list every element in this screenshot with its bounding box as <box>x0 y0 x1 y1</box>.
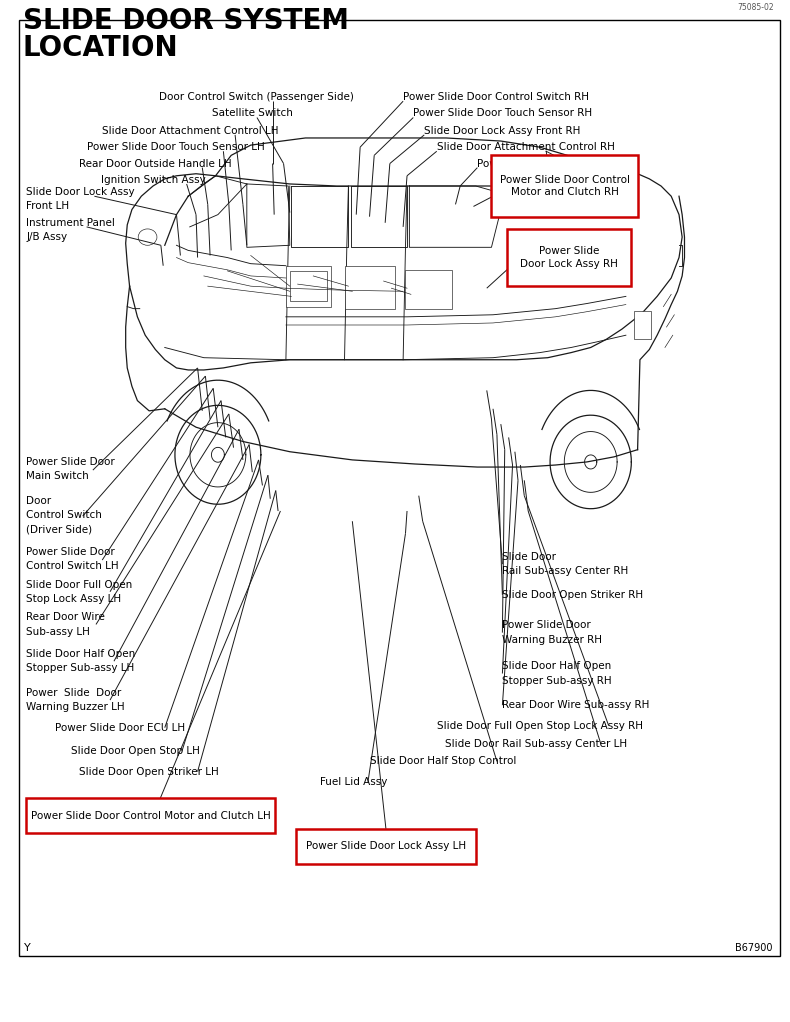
Text: Slide Door Half Stop Control: Slide Door Half Stop Control <box>370 756 516 766</box>
Text: Door: Door <box>26 496 51 506</box>
Text: Power Slide Door Control Switch RH: Power Slide Door Control Switch RH <box>403 92 589 102</box>
Bar <box>405 270 453 309</box>
Text: Slide Door Full Open: Slide Door Full Open <box>26 579 133 590</box>
Text: Y: Y <box>24 942 31 953</box>
Text: Power Slide Door Touch Sensor RH: Power Slide Door Touch Sensor RH <box>413 108 592 119</box>
Text: Rail Sub-assy Center RH: Rail Sub-assy Center RH <box>502 566 629 576</box>
Text: LOCATION: LOCATION <box>22 34 178 61</box>
Bar <box>507 229 630 286</box>
Bar <box>26 798 275 833</box>
Text: Slide Door Full Open Stop Lock Assy RH: Slide Door Full Open Stop Lock Assy RH <box>437 721 643 731</box>
Text: Fuel Lid Assy: Fuel Lid Assy <box>319 777 387 787</box>
Text: Power Slide Door Touch Sensor LH: Power Slide Door Touch Sensor LH <box>87 142 265 152</box>
Text: Slide Door Lock Assy Front RH: Slide Door Lock Assy Front RH <box>424 126 581 136</box>
Text: Slide Door: Slide Door <box>502 552 556 562</box>
Text: J/B Assy: J/B Assy <box>26 232 68 242</box>
Text: 75085-02: 75085-02 <box>738 3 774 12</box>
Text: Slide Door Open Striker RH: Slide Door Open Striker RH <box>502 590 644 600</box>
Bar <box>286 266 331 307</box>
Text: Warning Buzzer RH: Warning Buzzer RH <box>502 635 603 645</box>
Text: Power Slide Door: Power Slide Door <box>26 457 115 467</box>
Text: Power Slide
Door Lock Assy RH: Power Slide Door Lock Assy RH <box>520 246 618 269</box>
Text: Control Switch: Control Switch <box>26 510 102 520</box>
Text: Door Control Switch (Passenger Side): Door Control Switch (Passenger Side) <box>159 92 353 102</box>
Text: Rear Door Wire Sub-assy RH: Rear Door Wire Sub-assy RH <box>502 700 649 710</box>
Text: Control Switch LH: Control Switch LH <box>26 561 119 571</box>
Text: Main Switch: Main Switch <box>26 471 89 481</box>
Text: Slide Door Half Open: Slide Door Half Open <box>26 649 136 659</box>
Bar <box>296 829 476 864</box>
Text: Rear Door Outside Handle LH: Rear Door Outside Handle LH <box>79 158 231 169</box>
Text: Slide Door Attachment Control LH: Slide Door Attachment Control LH <box>102 126 279 136</box>
Bar <box>491 155 638 217</box>
Text: Ignition Switch Assy: Ignition Switch Assy <box>100 175 205 185</box>
Text: Warning Buzzer LH: Warning Buzzer LH <box>26 702 125 712</box>
Text: Power Slide Door Lock Assy LH: Power Slide Door Lock Assy LH <box>306 841 466 851</box>
Text: Front LH: Front LH <box>26 201 70 212</box>
Text: Instrument Panel: Instrument Panel <box>26 218 115 228</box>
Text: Power Slide Door Control
Motor and Clutch RH: Power Slide Door Control Motor and Clutc… <box>500 175 630 197</box>
Text: Slide Door Attachment Control RH: Slide Door Attachment Control RH <box>437 142 615 152</box>
Text: Power Slide Door Control Motor and Clutch LH: Power Slide Door Control Motor and Clutc… <box>31 810 270 821</box>
Text: Slide Door Open Striker LH: Slide Door Open Striker LH <box>79 766 219 777</box>
Text: Slide Door Lock Assy: Slide Door Lock Assy <box>26 187 135 197</box>
Text: Power Slide Door: Power Slide Door <box>26 547 115 557</box>
Text: Power Slide Door ECU RH: Power Slide Door ECU RH <box>477 158 609 169</box>
Text: Power Slide Door: Power Slide Door <box>502 620 591 631</box>
Bar <box>634 311 651 339</box>
Text: Power Slide Door ECU LH: Power Slide Door ECU LH <box>55 723 186 733</box>
Text: SLIDE DOOR SYSTEM: SLIDE DOOR SYSTEM <box>22 7 348 35</box>
Text: Slide Door Half Open: Slide Door Half Open <box>502 661 611 671</box>
Text: (Driver Side): (Driver Side) <box>26 524 92 535</box>
Text: Power  Slide  Door: Power Slide Door <box>26 688 122 698</box>
Ellipse shape <box>138 229 157 245</box>
Text: Stopper Sub-assy LH: Stopper Sub-assy LH <box>26 663 134 673</box>
Text: Satellite Switch: Satellite Switch <box>212 108 292 119</box>
Text: Slide Door Rail Sub-assy Center LH: Slide Door Rail Sub-assy Center LH <box>445 739 626 749</box>
Text: Rear Door Wire: Rear Door Wire <box>26 612 105 622</box>
Text: B67900: B67900 <box>735 942 773 953</box>
Text: Sub-assy LH: Sub-assy LH <box>26 626 90 637</box>
Text: Stopper Sub-assy RH: Stopper Sub-assy RH <box>502 676 612 686</box>
Text: Stop Lock Assy LH: Stop Lock Assy LH <box>26 594 122 604</box>
Bar <box>290 271 327 301</box>
Text: Slide Door Open Stop LH: Slide Door Open Stop LH <box>71 746 200 756</box>
Bar <box>344 266 395 309</box>
